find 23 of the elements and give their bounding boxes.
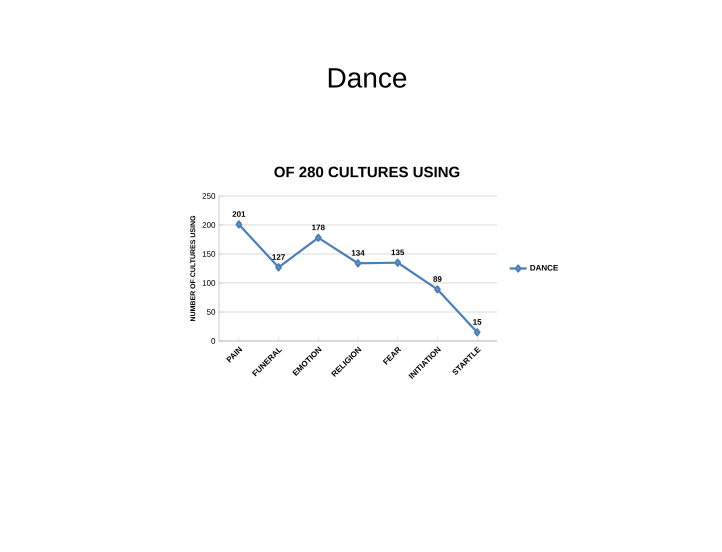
point bbox=[354, 259, 362, 268]
data-label: 89 bbox=[433, 276, 442, 282]
chart-title: Dance bbox=[328, 68, 406, 88]
y-tick-label: 150 bbox=[202, 251, 216, 257]
y-tick-label: 0 bbox=[211, 338, 216, 344]
point bbox=[236, 220, 242, 229]
data-label: 134 bbox=[352, 250, 365, 256]
data-label: 201 bbox=[232, 211, 246, 217]
data-label: 15 bbox=[473, 319, 482, 325]
y-tick-label: 100 bbox=[202, 280, 216, 286]
point bbox=[434, 285, 441, 294]
data-label: 127 bbox=[272, 254, 285, 260]
point bbox=[314, 234, 322, 242]
point bbox=[394, 258, 402, 267]
data-label: 178 bbox=[312, 224, 325, 230]
legend-label: DANCE bbox=[530, 264, 558, 271]
y-tick-label: 200 bbox=[202, 222, 216, 228]
y-tick-label: 50 bbox=[206, 309, 216, 315]
point bbox=[275, 263, 282, 272]
y-tick-label: 250 bbox=[202, 193, 216, 199]
data-label: 135 bbox=[392, 249, 404, 256]
chart-subtitle: OF 280 CULTURES USING bbox=[274, 166, 460, 178]
point bbox=[474, 328, 480, 336]
